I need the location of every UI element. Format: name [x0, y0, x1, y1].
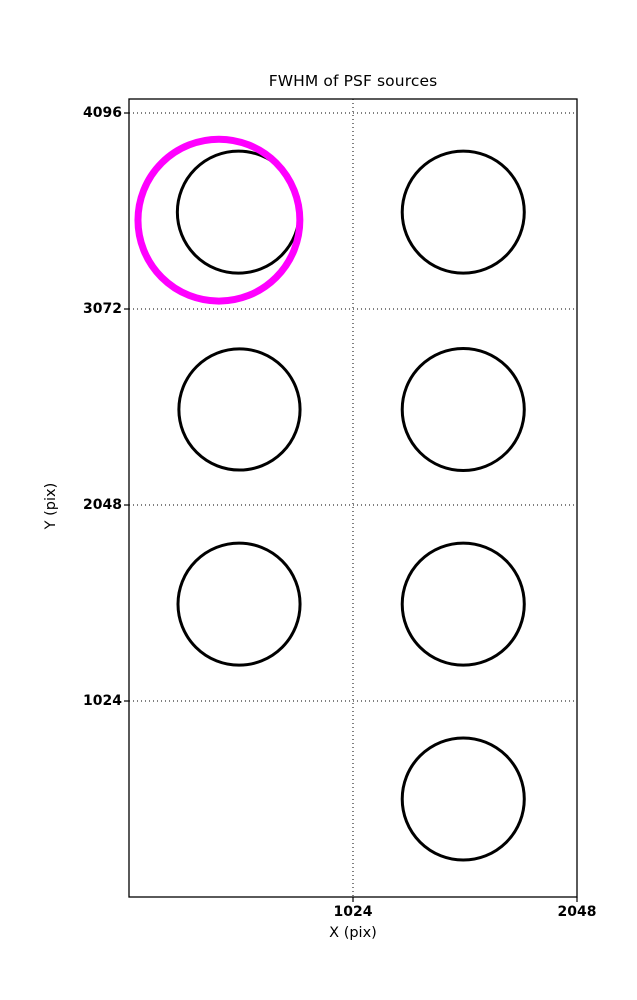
psf-source-marker [400, 736, 526, 862]
y-axis-label: Y (pix) [43, 482, 59, 530]
chart-title: FWHM of PSF sources [268, 72, 438, 90]
xtick-label-2048: 2048 [557, 904, 597, 920]
tick-marks [124, 112, 578, 902]
xtick-label-1024: 1024 [333, 904, 373, 920]
ytick-label-1024: 1024 [83, 693, 122, 709]
ytick-label-4096: 4096 [83, 105, 122, 121]
psf-source-marker [176, 541, 302, 667]
data-markers [134, 135, 526, 862]
psf-source-marker [400, 149, 526, 275]
axes-background [129, 99, 577, 897]
ytick-label-2048: 2048 [83, 497, 122, 513]
highlighted-psf-source-marker [134, 135, 304, 305]
psf-source-marker [177, 347, 302, 472]
psf-source-marker [400, 541, 526, 667]
x-axis-label: X (pix) [329, 925, 377, 941]
axes-frame [128, 98, 578, 898]
psf-source-marker [400, 346, 526, 472]
gridlines [129, 99, 577, 897]
ytick-label-3072: 3072 [83, 301, 122, 317]
